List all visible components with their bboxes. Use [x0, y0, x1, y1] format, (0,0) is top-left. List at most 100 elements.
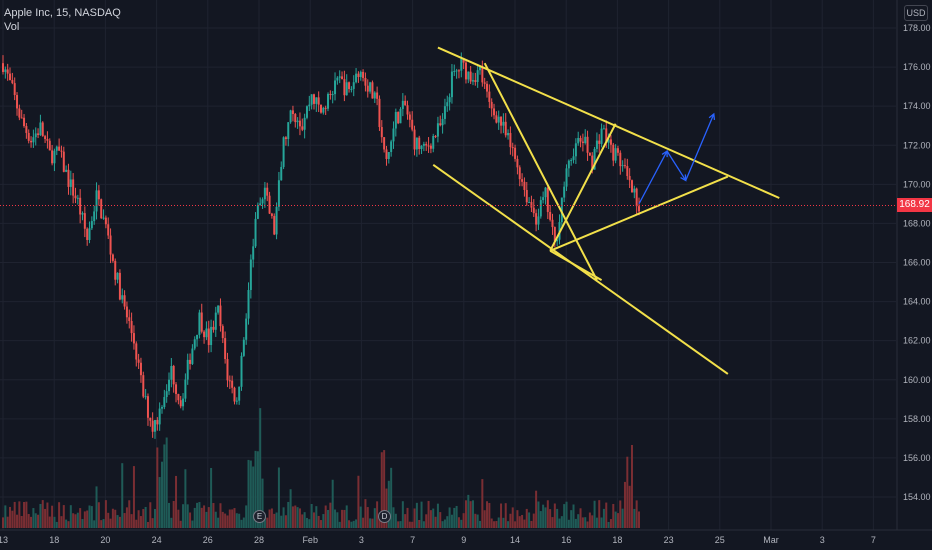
candle-body: [322, 107, 325, 113]
candle-body: [210, 326, 213, 346]
candle-body: [420, 145, 423, 150]
volume-bar: [291, 506, 294, 528]
candle-body: [16, 95, 19, 109]
candle-body: [436, 123, 439, 137]
volume-bar: [322, 514, 325, 528]
volume-bar: [406, 507, 409, 528]
volume-bar: [149, 502, 152, 528]
volume-bar: [441, 521, 444, 528]
candle-body: [390, 141, 393, 153]
candle-body: [502, 121, 505, 126]
candle-body: [86, 228, 89, 240]
volume-bar: [275, 512, 278, 528]
candle-body: [411, 119, 414, 130]
volume-bar: [341, 509, 344, 528]
candle-body: [153, 420, 156, 432]
candle-body: [341, 76, 344, 80]
candle-body: [203, 331, 206, 338]
volume-bar: [60, 516, 63, 528]
volume-bar: [2, 517, 4, 528]
volume-bar: [612, 503, 615, 528]
candle-body: [172, 365, 175, 385]
candle-body: [537, 216, 540, 225]
volume-bar: [560, 516, 563, 528]
symbol-title[interactable]: Apple Inc, 15, NASDAQ: [4, 7, 121, 19]
candle-body: [289, 110, 292, 123]
volume-bar: [88, 505, 91, 528]
volume-bar: [387, 480, 390, 528]
time-tick-label: 3: [820, 535, 825, 545]
candle-body: [6, 69, 9, 74]
candle-body: [509, 132, 512, 148]
volume-bar: [504, 503, 507, 528]
candle-body: [9, 73, 12, 81]
candle-body: [422, 143, 425, 146]
time-tick-label: Feb: [302, 535, 318, 545]
volume-bar: [282, 507, 285, 528]
volume-bar: [72, 513, 75, 528]
candle-body: [623, 165, 626, 167]
volume-bar: [511, 507, 514, 528]
candle-body: [434, 135, 437, 137]
candle-body: [577, 137, 580, 144]
candle-body: [563, 186, 566, 198]
volume-bar: [254, 450, 257, 528]
volume-bar: [362, 517, 365, 528]
candle-body: [320, 104, 322, 113]
candle-body: [516, 158, 519, 168]
time-axis[interactable]: 13 18 20 24 26 28 Feb 3 7 9 14 16 18 23 25 Mar 3 7: [0, 529, 932, 545]
volume-bar: [305, 517, 308, 528]
volume-bar: [586, 521, 589, 528]
candle-body: [443, 106, 446, 119]
candle-body: [441, 118, 444, 126]
candle-body: [139, 362, 142, 376]
volume-bar: [51, 505, 54, 528]
candle-body: [182, 398, 185, 407]
price-tick-label: 170.00: [903, 179, 931, 189]
candle-body: [542, 197, 545, 201]
volume-bar: [116, 515, 119, 528]
volume-bar: [231, 509, 234, 528]
candle-body: [338, 76, 341, 78]
time-tick-label: 16: [561, 535, 571, 545]
projection-segment: [685, 113, 715, 181]
candle-body: [163, 397, 166, 408]
volume-bar: [235, 513, 238, 528]
volume-bar: [104, 500, 107, 528]
candle-body: [638, 206, 640, 212]
candle-body: [464, 62, 467, 80]
volume-bar: [107, 512, 110, 528]
volume-bar: [397, 521, 400, 528]
candle-body: [455, 70, 458, 72]
candle-body: [586, 136, 589, 153]
volume-bar: [266, 517, 269, 528]
volume-bar: [16, 514, 19, 528]
candle-body: [329, 93, 332, 95]
volume-bar: [434, 516, 437, 528]
time-tick-label: 26: [203, 535, 213, 545]
volume-bar: [139, 516, 142, 528]
volume-bar: [413, 508, 416, 528]
volume-bar: [334, 509, 337, 528]
candle-body: [298, 120, 301, 127]
dividend-event-badge[interactable]: D: [378, 510, 391, 523]
volume-bar: [345, 505, 348, 528]
volume-bar: [210, 467, 213, 528]
currency-badge[interactable]: USD: [904, 5, 928, 21]
candle-body: [284, 137, 287, 139]
candle-body: [474, 80, 477, 82]
candle-body: [560, 197, 563, 223]
candle-body: [81, 213, 84, 215]
candle-body: [612, 144, 615, 161]
candle-body: [83, 213, 86, 229]
volume-indicator-label[interactable]: Vol: [4, 21, 20, 33]
volume-bar: [153, 508, 156, 528]
volume-bar: [493, 521, 496, 528]
candle-body: [156, 420, 159, 425]
candle-body: [93, 211, 96, 222]
volume-bar: [289, 489, 292, 528]
earnings-event-badge[interactable]: E: [253, 510, 266, 523]
price-axis[interactable]: 154.00 156.00 158.00 160.00 162.00 164.00 166.…: [896, 0, 931, 530]
candle-body: [270, 213, 273, 216]
